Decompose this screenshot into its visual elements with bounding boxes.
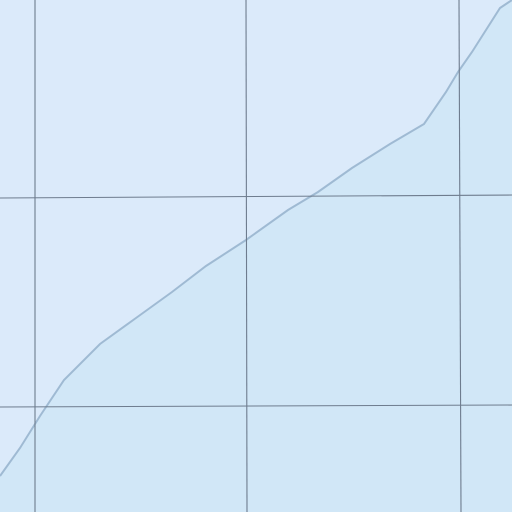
- grid-line-horizontal: [0, 404, 512, 408]
- grid-line-vertical: [458, 0, 462, 512]
- region-boundary: [0, 0, 512, 477]
- grid-line-horizontal: [0, 194, 512, 199]
- grid-line-vertical: [245, 0, 248, 512]
- region-a: [0, 0, 512, 476]
